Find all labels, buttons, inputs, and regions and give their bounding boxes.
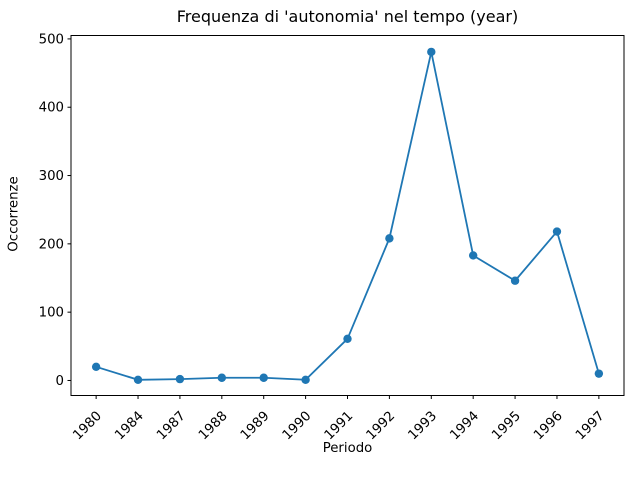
data-point: [301, 375, 310, 384]
data-point: [175, 374, 185, 384]
x-tick-label: 1984: [112, 409, 147, 444]
y-tick-label: 200: [39, 237, 64, 252]
data-point: [594, 369, 604, 378]
data-point: [385, 234, 394, 243]
x-tick-label: 1990: [280, 409, 315, 444]
data-point: [91, 362, 101, 372]
x-tick-label: 1991: [322, 409, 357, 444]
x-tick-label: 1992: [364, 409, 399, 444]
y-tick-label: 0: [56, 374, 64, 389]
x-tick-label: 1997: [573, 409, 608, 444]
data-point: [427, 47, 436, 57]
x-tick-label: 1996: [531, 409, 566, 444]
data-point: [552, 227, 562, 236]
x-tick-label: 1988: [196, 409, 231, 444]
x-tick-label: 1993: [406, 409, 441, 444]
x-tick-label: 1994: [447, 409, 482, 444]
y-tick-label: 500: [39, 32, 64, 47]
x-axis-label: Periodo: [322, 441, 373, 456]
data-point: [133, 375, 143, 384]
data-point: [510, 276, 520, 285]
x-tick-label: 1980: [70, 409, 105, 444]
plot-border: [70, 35, 625, 396]
chart-title: Frequenza di 'autonomia' nel tempo (year…: [176, 7, 519, 26]
x-tick-label: 1995: [489, 409, 524, 444]
y-tick-label: 300: [39, 169, 64, 184]
data-line: [95, 50, 600, 381]
data-point: [468, 251, 478, 260]
data-point: [343, 334, 352, 344]
x-tick-label: 1987: [154, 409, 189, 444]
data-point: [259, 373, 268, 382]
x-tick-label: 1989: [238, 409, 273, 444]
y-tick-label: 100: [39, 306, 64, 321]
data-point: [217, 373, 227, 382]
y-tick-label: 400: [39, 101, 64, 116]
